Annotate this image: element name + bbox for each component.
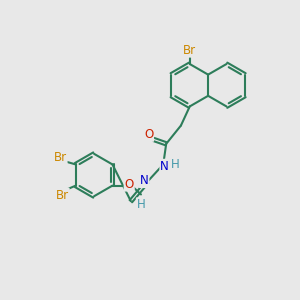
Text: Br: Br [56,188,69,202]
Text: N: N [140,174,148,187]
Text: Br: Br [53,151,67,164]
Text: H: H [137,198,146,211]
Text: H: H [171,158,180,171]
Text: O: O [144,128,153,141]
Text: Br: Br [183,44,196,57]
Text: O: O [124,178,134,191]
Text: N: N [160,160,169,173]
